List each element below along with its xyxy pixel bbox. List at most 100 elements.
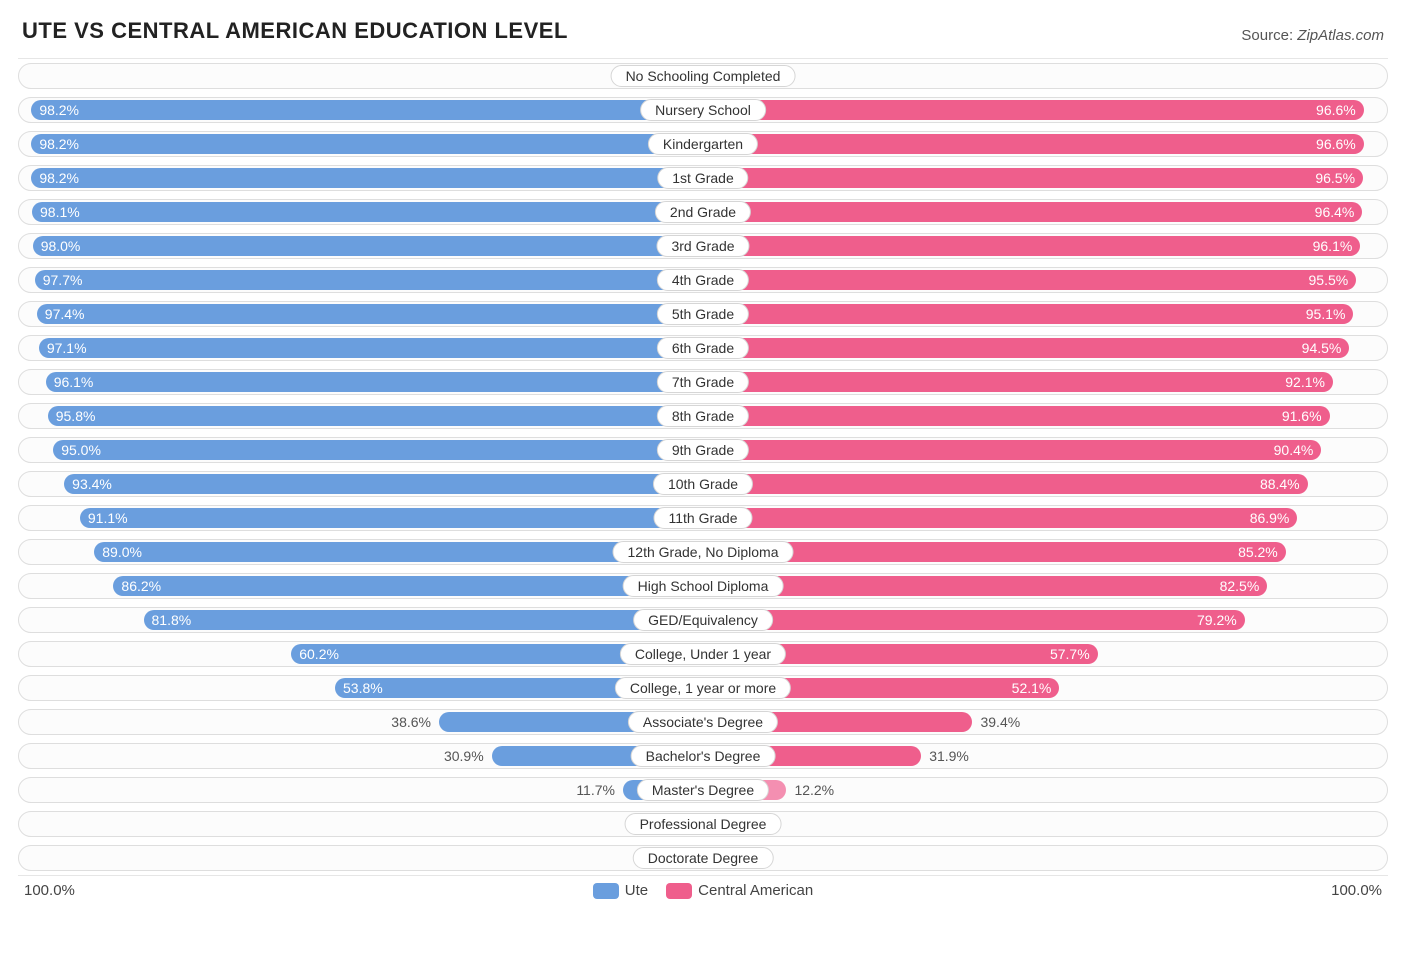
chart-row: 97.4%95.1%5th Grade	[18, 297, 1388, 331]
bar-right-value: 95.1%	[1306, 306, 1346, 322]
bar-left: 95.0%	[53, 440, 703, 460]
bar-left-value: 38.6%	[391, 714, 439, 730]
bar-track: 96.1% 92.1% 7th Grade	[18, 369, 1388, 395]
bar-left-value: 96.1%	[54, 374, 94, 390]
bar-right: 94.5%	[703, 338, 1349, 358]
bar-track: 38.6%39.4%Associate's Degree	[18, 709, 1388, 735]
legend-item-left: Ute	[593, 882, 648, 899]
bar-right: 96.4%	[703, 202, 1362, 222]
bar-left-value: 95.0%	[61, 442, 101, 458]
bar-track: 4.0%3.6%Professional Degree	[18, 811, 1388, 837]
bar-left-value: 53.8%	[343, 680, 383, 696]
bar-left-value: 86.2%	[121, 578, 161, 594]
bar-left-value: 97.7%	[43, 272, 83, 288]
bar-right: 90.4%	[703, 440, 1321, 460]
chart-row: 11.7% 12.2% Master's Degree	[18, 773, 1388, 807]
category-label: 10th Grade	[653, 473, 753, 495]
chart-row: 96.1% 92.1% 7th Grade	[18, 365, 1388, 399]
bar-right: 96.1%	[703, 236, 1360, 256]
category-label: Master's Degree	[637, 779, 769, 801]
bar-right-value: 12.2%	[786, 782, 834, 798]
bar-track: 98.2%96.6%Kindergarten	[18, 131, 1388, 157]
bar-right-value: 96.5%	[1315, 170, 1355, 186]
chart-row: 89.0%85.2%12th Grade, No Diploma	[18, 535, 1388, 569]
bar-right-value: 90.4%	[1274, 442, 1314, 458]
bar-right-value: 92.1%	[1285, 374, 1325, 390]
chart-header: UTE VS CENTRAL AMERICAN EDUCATION LEVEL …	[18, 18, 1388, 44]
legend-swatch-left	[593, 883, 619, 899]
bar-left: 98.0%	[33, 236, 703, 256]
bar-right: 95.5%	[703, 270, 1356, 290]
bar-right-value: 94.5%	[1302, 340, 1342, 356]
bar-right: 96.5%	[703, 168, 1363, 188]
chart-title: UTE VS CENTRAL AMERICAN EDUCATION LEVEL	[22, 18, 568, 44]
bar-left-value: 98.0%	[41, 238, 81, 254]
bar-track: 86.2%82.5%High School Diploma	[18, 573, 1388, 599]
bar-left: 98.2%	[31, 168, 703, 188]
bar-track: 2.0%1.5%Doctorate Degree	[18, 845, 1388, 871]
bar-track: 98.1%96.4%2nd Grade	[18, 199, 1388, 225]
bar-track: 97.1%94.5%6th Grade	[18, 335, 1388, 361]
legend-swatch-right	[666, 883, 692, 899]
bar-track: 89.0%85.2%12th Grade, No Diploma	[18, 539, 1388, 565]
category-label: 8th Grade	[657, 405, 749, 427]
category-label: 7th Grade	[657, 371, 749, 393]
chart-row: 97.7% 95.5% 4th Grade	[18, 263, 1388, 297]
category-label: 11th Grade	[653, 507, 752, 529]
category-label: College, Under 1 year	[620, 643, 786, 665]
category-label: 4th Grade	[657, 269, 749, 291]
bar-right: 86.9%	[703, 508, 1297, 528]
axis-right-max: 100.0%	[1331, 882, 1382, 899]
bar-track: 97.4%95.1%5th Grade	[18, 301, 1388, 327]
category-label: 2nd Grade	[655, 201, 751, 223]
category-label: College, 1 year or more	[615, 677, 791, 699]
category-label: 1st Grade	[657, 167, 748, 189]
bar-left: 86.2%	[113, 576, 703, 596]
legend-label-left: Ute	[625, 882, 648, 899]
bar-left: 98.2%	[31, 134, 703, 154]
bar-left-value: 11.7%	[576, 782, 623, 798]
category-label: Nursery School	[640, 99, 766, 121]
bar-right: 96.6%	[703, 134, 1364, 154]
bar-right-value: 52.1%	[1012, 680, 1052, 696]
bar-right-value: 95.5%	[1309, 272, 1349, 288]
bar-track: 98.2% 96.5% 1st Grade	[18, 165, 1388, 191]
bar-track: 91.1% 86.9%11th Grade	[18, 505, 1388, 531]
chart-row: 97.1%94.5%6th Grade	[18, 331, 1388, 365]
chart-row: 30.9%31.9%Bachelor's Degree	[18, 739, 1388, 773]
bar-left-value: 60.2%	[299, 646, 339, 662]
category-label: 5th Grade	[657, 303, 749, 325]
source-label: Source:	[1241, 27, 1293, 44]
bar-right-value: 57.7%	[1050, 646, 1090, 662]
bar-track: 2.3%3.4%No Schooling Completed	[18, 63, 1388, 89]
legend-label-right: Central American	[698, 882, 813, 899]
bar-left: 97.7%	[35, 270, 703, 290]
bar-left: 98.2%	[31, 100, 703, 120]
bar-right-value: 85.2%	[1238, 544, 1278, 560]
chart-row: 91.1% 86.9%11th Grade	[18, 501, 1388, 535]
category-label: 6th Grade	[657, 337, 749, 359]
category-label: Professional Degree	[625, 813, 782, 835]
bar-left: 96.1%	[46, 372, 703, 392]
category-label: Bachelor's Degree	[631, 745, 776, 767]
bar-track: 11.7% 12.2% Master's Degree	[18, 777, 1388, 803]
bar-right-value: 79.2%	[1197, 612, 1237, 628]
category-label: Kindergarten	[648, 133, 758, 155]
chart-row: 86.2%82.5%High School Diploma	[18, 569, 1388, 603]
bar-left-value: 93.4%	[72, 476, 112, 492]
chart-row: 93.4%88.4%10th Grade	[18, 467, 1388, 501]
bar-track: 93.4%88.4%10th Grade	[18, 471, 1388, 497]
bar-track: 53.8% 52.1% College, 1 year or more	[18, 675, 1388, 701]
chart-row: 95.0%90.4%9th Grade	[18, 433, 1388, 467]
chart-row: 98.2%96.6%Nursery School	[18, 93, 1388, 127]
bar-left-value: 98.2%	[39, 170, 79, 186]
bar-left-value: 91.1%	[88, 510, 128, 526]
bar-right: 96.6%	[703, 100, 1364, 120]
bar-left: 95.8%	[48, 406, 703, 426]
bar-track: 30.9%31.9%Bachelor's Degree	[18, 743, 1388, 769]
chart-footer: 100.0% Ute Central American 100.0%	[18, 876, 1388, 899]
category-label: No Schooling Completed	[611, 65, 796, 87]
bar-left: 98.1%	[32, 202, 703, 222]
chart-row: 38.6%39.4%Associate's Degree	[18, 705, 1388, 739]
bar-track: 60.2% 57.7% College, Under 1 year	[18, 641, 1388, 667]
